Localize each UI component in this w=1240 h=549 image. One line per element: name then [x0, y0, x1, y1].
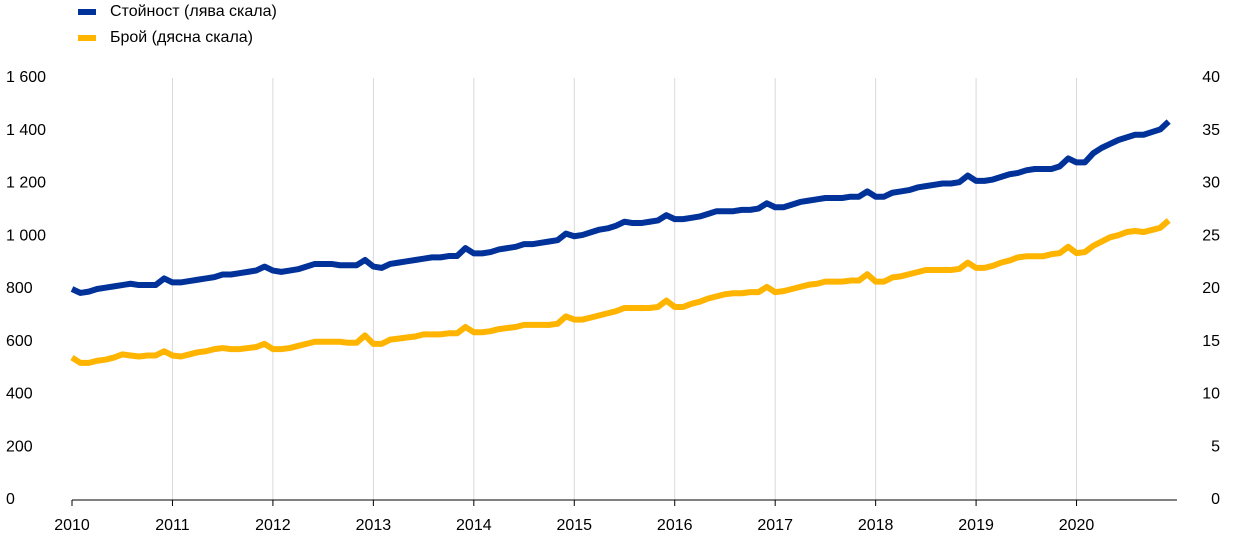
y-tick-label: 600 [6, 333, 33, 350]
y-tick-label: 1 400 [6, 122, 46, 139]
y2-tick-label: 30 [1202, 175, 1220, 192]
legend-label: Стойност (лява скала) [110, 3, 277, 20]
x-tick-label: 2015 [556, 517, 592, 534]
x-tick-label: 2010 [54, 517, 90, 534]
y-tick-label: 400 [6, 386, 33, 403]
y2-tick-label: 25 [1202, 227, 1220, 244]
y2-tick-label: 40 [1202, 69, 1220, 86]
x-tick-label: 2017 [757, 517, 793, 534]
y-tick-label: 1 200 [6, 175, 46, 192]
x-tick-label: 2018 [858, 517, 894, 534]
y2-tick-label: 0 [1211, 491, 1220, 508]
y-tick-label: 1 000 [6, 227, 46, 244]
x-tick-label: 2016 [657, 517, 693, 534]
x-tick-label: 2020 [1059, 517, 1095, 534]
y2-tick-label: 10 [1202, 386, 1220, 403]
y2-tick-label: 5 [1211, 438, 1220, 455]
y-tick-label: 0 [6, 491, 15, 508]
y-tick-label: 1 600 [6, 69, 46, 86]
y2-tick-label: 15 [1202, 333, 1220, 350]
legend-label: Брой (дясна скала) [110, 29, 253, 46]
x-tick-label: 2012 [255, 517, 291, 534]
x-tick-label: 2014 [456, 517, 492, 534]
y-tick-label: 800 [6, 280, 33, 297]
x-tick-label: 2011 [155, 517, 190, 534]
x-tick-label: 2019 [958, 517, 994, 534]
y2-tick-label: 20 [1202, 280, 1220, 297]
y-tick-label: 200 [6, 438, 33, 455]
x-tick-label: 2013 [356, 517, 392, 534]
y2-tick-label: 35 [1202, 122, 1220, 139]
series-line [70, 218, 1171, 366]
series-line [70, 119, 1171, 296]
